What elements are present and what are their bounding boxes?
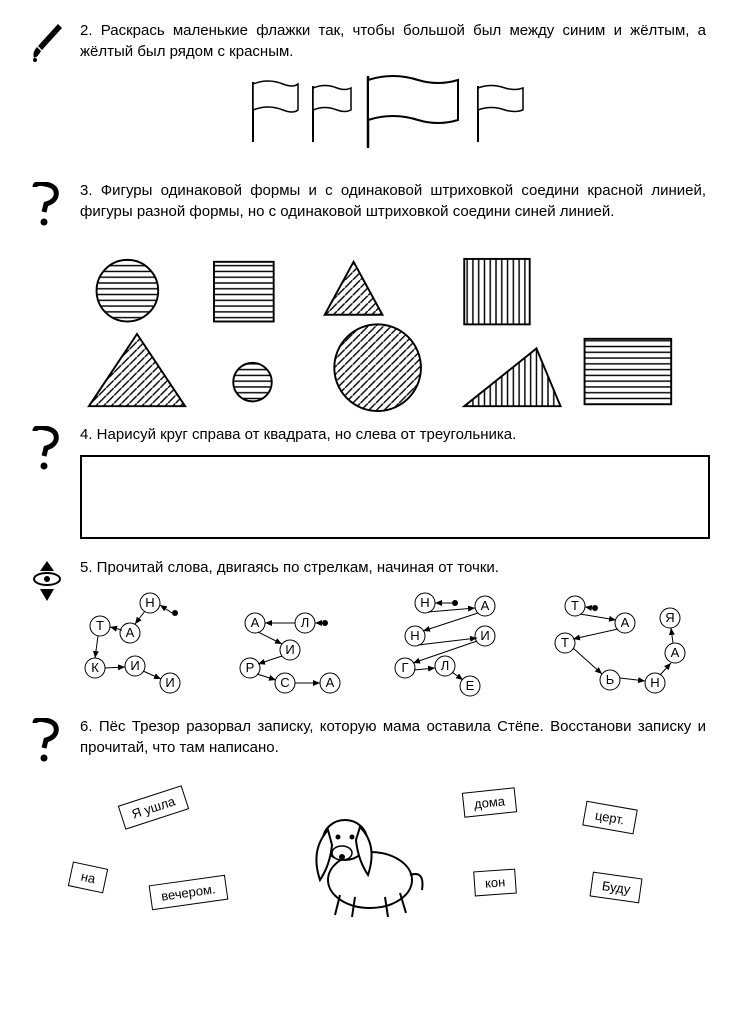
svg-text:А: А	[326, 675, 335, 690]
svg-text:Н: Н	[420, 595, 429, 610]
scrap: Буду	[589, 872, 642, 904]
svg-text:А: А	[126, 625, 135, 640]
task-2-text: 2. Раскрась маленькие флажки так, чтобы …	[80, 20, 706, 62]
svg-text:Т: Т	[571, 598, 579, 613]
svg-text:Р: Р	[246, 660, 255, 675]
task-6: 6. Пёс Трезор разорвал записку, которую …	[30, 716, 706, 772]
task-3: 3. Фигуры одинаковой формы и с одинаково…	[30, 180, 706, 236]
pencil-question-icon	[30, 716, 80, 772]
brush-icon	[30, 20, 80, 66]
svg-text:Н: Н	[650, 675, 659, 690]
scrap: кон	[473, 869, 517, 897]
scrap: на	[68, 861, 109, 893]
svg-text:А: А	[621, 615, 630, 630]
shapes-illustration	[30, 254, 706, 414]
svg-text:Г: Г	[401, 660, 408, 675]
svg-text:Ь: Ь	[606, 672, 615, 687]
svg-text:Н: Н	[145, 595, 154, 610]
flags-illustration	[80, 72, 706, 152]
svg-text:Л: Л	[441, 658, 450, 673]
pencil-question-icon	[30, 424, 80, 480]
task-4-text: 4. Нарисуй круг справа от квадрата, но с…	[80, 424, 706, 445]
scrap: вечером.	[149, 875, 228, 910]
svg-text:Н: Н	[410, 628, 419, 643]
svg-text:Я: Я	[665, 610, 674, 625]
task-2: 2. Раскрась маленькие флажки так, чтобы …	[30, 20, 706, 162]
svg-text:Е: Е	[466, 678, 475, 693]
dog-icon	[300, 795, 440, 925]
arrow-puzzles: Н Т А К И И А Л	[80, 588, 706, 698]
svg-text:С: С	[280, 675, 289, 690]
scrap: Я ушла	[118, 785, 189, 829]
scrap: дома	[462, 787, 517, 817]
svg-text:А: А	[671, 645, 680, 660]
svg-text:И: И	[285, 642, 294, 657]
pencil-question-icon	[30, 180, 80, 236]
spinner-icon	[30, 557, 80, 607]
svg-text:И: И	[480, 628, 489, 643]
scrap: церт.	[583, 801, 638, 835]
svg-text:Т: Т	[96, 618, 104, 633]
svg-text:К: К	[91, 660, 99, 675]
task-5: 5. Прочитай слова, двигаясь по стрелкам,…	[30, 557, 706, 698]
svg-text:Л: Л	[301, 615, 310, 630]
task-5-text: 5. Прочитай слова, двигаясь по стрелкам,…	[80, 557, 706, 578]
svg-text:Т: Т	[561, 635, 569, 650]
svg-text:И: И	[165, 675, 174, 690]
svg-text:И: И	[130, 658, 139, 673]
note-illustration: Я ушла на вечером. дома церт. кон Буду	[60, 790, 676, 940]
task-4: 4. Нарисуй круг справа от квадрата, но с…	[30, 424, 706, 539]
svg-text:А: А	[251, 615, 260, 630]
task-6-text: 6. Пёс Трезор разорвал записку, которую …	[80, 716, 706, 758]
drawing-box[interactable]	[80, 455, 710, 539]
task-3-text: 3. Фигуры одинаковой формы и с одинаково…	[80, 180, 706, 222]
svg-text:А: А	[481, 598, 490, 613]
